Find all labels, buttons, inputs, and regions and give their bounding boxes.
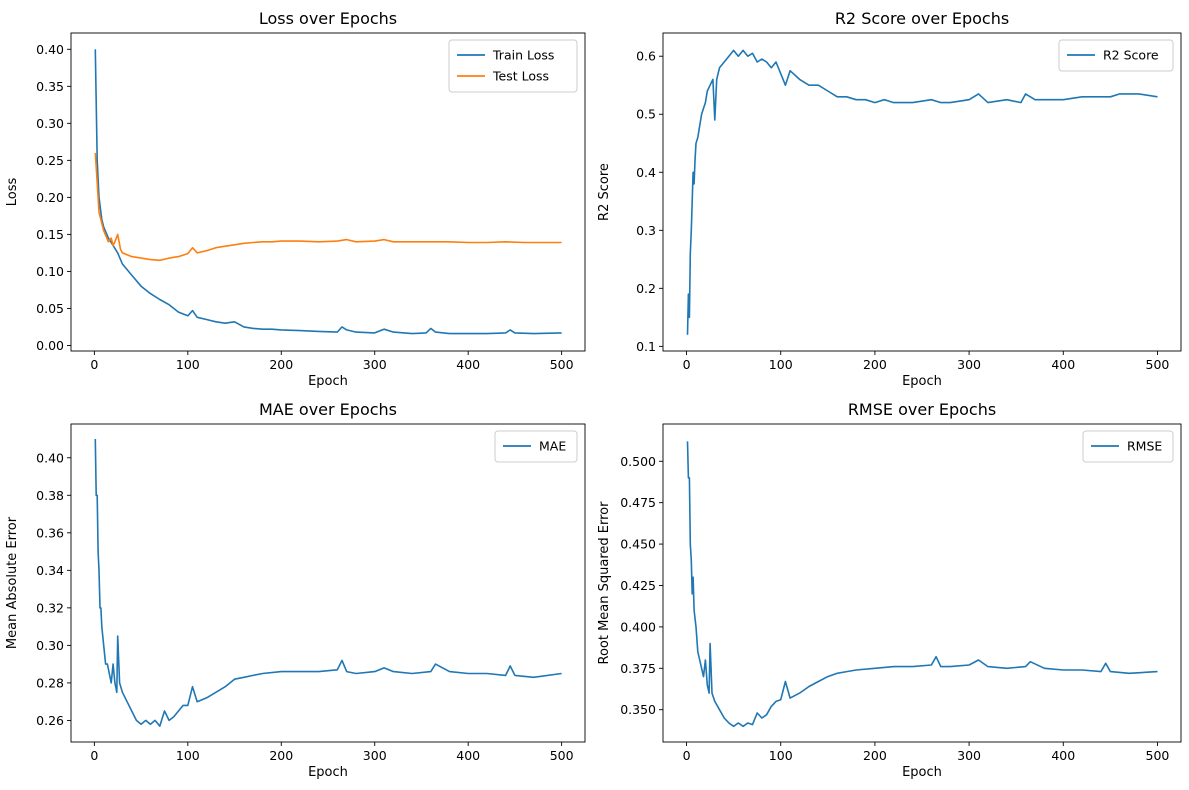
x-axis-label: Epoch [902,765,942,780]
legend-label-1: R2 Score [1103,48,1159,63]
y-tick-label: 0.2 [636,281,656,296]
y-axis-label: Mean Absolute Error [5,516,20,649]
y-tick-label: 0.10 [36,264,64,279]
y-tick-label: 0.05 [36,301,64,316]
chart-title: RMSE over Epochs [848,400,996,419]
legend-label-1: Train Loss [492,48,554,63]
legend: Train Loss Test Loss [448,39,578,93]
y-axis-label: Root Mean Squared Error [597,501,612,665]
y-axis-label: Loss [5,178,20,207]
legend-label-1: MAE [539,439,566,454]
x-axis-label: Epoch [902,374,942,389]
x-tick-label: 300 [363,357,387,372]
y-tick-label: 0.450 [620,537,656,552]
y-tick-label: 0.26 [36,713,64,728]
x-tick-label: 500 [550,748,574,763]
legend-label-1: RMSE [1127,439,1162,454]
y-tick-label: 0.32 [36,600,64,615]
legend: MAE [494,430,578,463]
subplot-4: 0 100 200 300 400 500 0.350 0.375 0.400 0.425 0.45… [597,400,1182,780]
y-tick-label: 0.15 [36,227,64,242]
y-tick-label: 0.375 [620,661,656,676]
x-tick-label: 0 [683,357,691,372]
x-tick-label: 0 [90,748,98,763]
y-tick-label: 0.400 [620,619,656,634]
x-tick-label: 400 [1051,357,1075,372]
y-tick-label: 0.30 [36,116,64,131]
y-tick-label: 0.28 [36,675,64,690]
y-tick-label: 0.34 [36,563,64,578]
y-tick-label: 0.25 [36,153,64,168]
legend: RMSE [1082,430,1174,463]
series-line-1 [94,438,562,727]
x-tick-label: 500 [1146,748,1170,763]
x-tick-label: 200 [269,748,293,763]
y-tick-label: 0.5 [636,107,656,122]
x-tick-label: 400 [456,748,480,763]
plot-frame [70,423,586,743]
x-tick-label: 0 [90,357,98,372]
x-tick-label: 300 [957,748,981,763]
x-tick-label: 300 [363,748,387,763]
y-tick-label: 0.425 [620,578,656,593]
chart-title: MAE over Epochs [259,400,397,419]
plot-frame [662,32,1182,352]
series-line-2 [94,152,562,262]
series-line-1 [686,49,1158,335]
y-tick-label: 0.40 [36,450,64,465]
subplot-1: 0 100 200 300 400 500 0.00 0.05 0.10 0.15 0.20 0.25… [5,9,586,389]
y-tick-label: 0.00 [36,338,64,353]
y-tick-label: 0.1 [636,339,656,354]
y-tick-label: 0.30 [36,638,64,653]
y-tick-label: 0.38 [36,488,64,503]
y-tick-label: 0.475 [620,495,656,510]
y-tick-label: 0.20 [36,190,64,205]
subplot-2: 0 100 200 300 400 500 0.1 0.2 0.3 0.4 0.5 0.6 R2 Sco… [597,9,1182,389]
legend-box [448,39,578,93]
legend-box [1082,430,1174,463]
plot-frame [662,423,1182,743]
series-line-1 [686,441,1158,728]
x-axis-label: Epoch [308,374,348,389]
y-tick-label: 0.500 [620,454,656,469]
x-axis-label: Epoch [308,765,348,780]
x-tick-label: 400 [1051,748,1075,763]
x-tick-label: 100 [176,357,200,372]
x-tick-label: 500 [1146,357,1170,372]
x-tick-label: 100 [769,748,793,763]
y-tick-label: 0.40 [36,42,64,57]
y-tick-label: 0.35 [36,79,64,94]
y-axis-label: R2 Score [597,163,612,221]
x-tick-label: 300 [957,357,981,372]
y-tick-label: 0.6 [636,49,656,64]
y-tick-label: 0.4 [636,165,656,180]
chart-title: Loss over Epochs [259,9,397,28]
series-line-1 [94,49,562,335]
x-tick-label: 200 [863,748,887,763]
legend: R2 Score [1058,39,1174,72]
legend-box [1058,39,1174,72]
legend-label-2: Test Loss [492,69,549,84]
x-tick-label: 0 [683,748,691,763]
x-tick-label: 200 [863,357,887,372]
y-tick-label: 0.3 [636,223,656,238]
x-tick-label: 100 [769,357,793,372]
plot-frame [70,32,586,352]
x-tick-label: 100 [176,748,200,763]
x-tick-label: 500 [550,357,574,372]
x-tick-label: 400 [456,357,480,372]
legend-box [494,430,578,463]
subplot-3: 0 100 200 300 400 500 0.26 0.28 0.30 0.32 0.34 0.36… [5,400,586,780]
chart-title: R2 Score over Epochs [835,9,1009,28]
y-tick-label: 0.36 [36,525,64,540]
y-tick-label: 0.350 [620,702,656,717]
x-tick-label: 200 [269,357,293,372]
